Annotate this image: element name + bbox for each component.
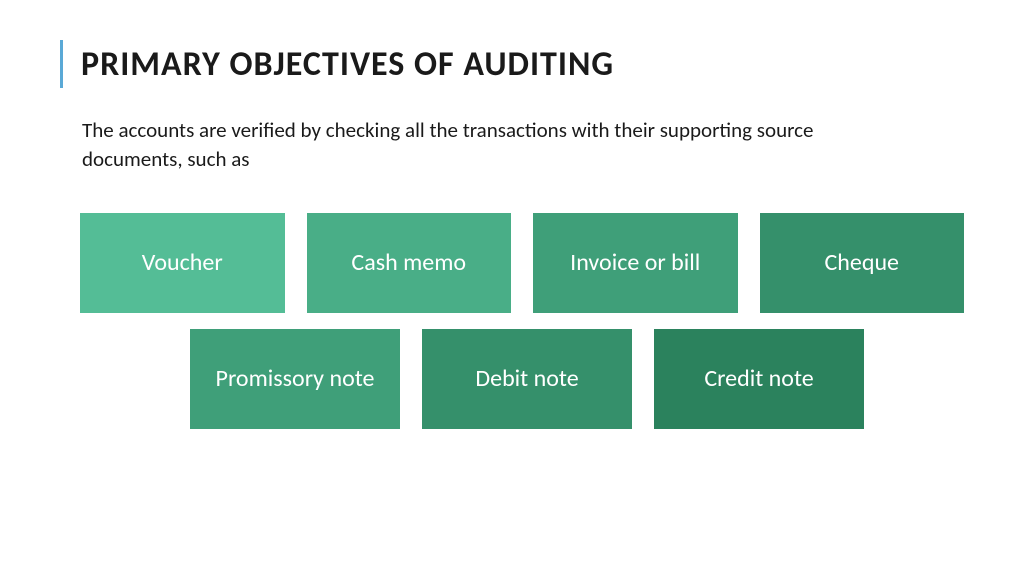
page-title: PRIMARY OBJECTIVES OF AUDITING [81, 44, 614, 85]
box-label: Promissory note [216, 365, 375, 393]
box-row-2: Promissory note Debit note Credit note [190, 329, 964, 429]
box-label: Invoice or bill [570, 249, 700, 277]
box-row-1: Voucher Cash memo Invoice or bill Cheque [80, 213, 964, 313]
accent-bar [60, 40, 63, 88]
box-promissory-note: Promissory note [190, 329, 400, 429]
box-label: Cheque [824, 249, 899, 277]
box-label: Debit note [475, 365, 578, 393]
box-invoice: Invoice or bill [533, 213, 738, 313]
box-label: Cash memo [351, 249, 466, 277]
title-area: PRIMARY OBJECTIVES OF AUDITING [60, 40, 964, 88]
box-debit-note: Debit note [422, 329, 632, 429]
box-voucher: Voucher [80, 213, 285, 313]
box-label: Credit note [704, 365, 813, 393]
box-cash-memo: Cash memo [307, 213, 512, 313]
box-label: Voucher [142, 249, 223, 277]
box-cheque: Cheque [760, 213, 965, 313]
box-credit-note: Credit note [654, 329, 864, 429]
subtitle-text: The accounts are verified by checking al… [82, 116, 842, 175]
